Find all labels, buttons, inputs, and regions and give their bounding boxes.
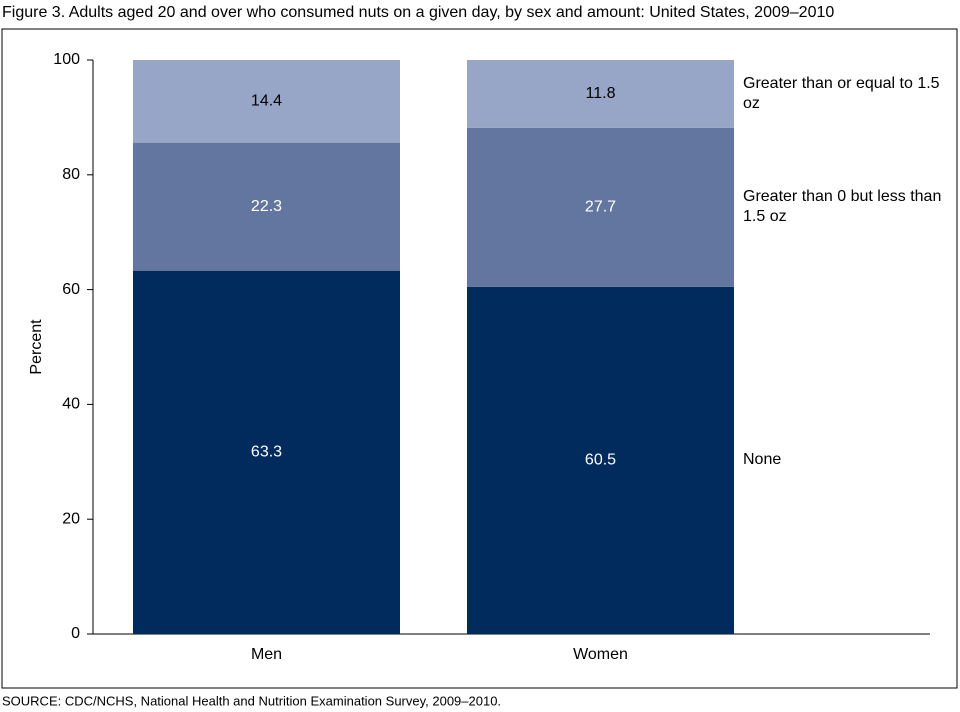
bar-segment [467,60,734,128]
y-tick-label: 40 [62,396,80,413]
y-tick-label: 80 [62,166,80,183]
legend-label: Greater than or equal to 1.5 oz [743,74,940,112]
source: SOURCE: CDC/NCHS, National Health and Nu… [2,693,501,708]
x-tick-label: Women [573,646,628,663]
y-tick-label: 0 [71,625,80,642]
value-label: 14.4 [251,93,282,110]
legend-label: None [743,451,782,469]
legend-label: Greater than 0 but less than 1.5 oz [743,188,942,226]
value-label: 63.3 [251,444,282,461]
value-label: 27.7 [585,198,616,215]
bar-segment [133,60,400,143]
value-label: 22.3 [251,198,282,215]
y-axis-label: Percent [28,319,45,375]
bar-segment [467,127,734,287]
chart-title: Figure 3. Adults aged 20 and over who co… [2,4,834,21]
bar-segment [133,270,400,634]
x-tick-label: Men [251,646,282,663]
y-tick-label: 60 [62,281,80,298]
frame [1,28,958,689]
value-label: 11.8 [586,85,616,102]
y-tick-label: 100 [53,51,80,68]
bar-segment [133,142,400,271]
bar-segment [467,286,734,634]
value-label: 60.5 [585,452,616,469]
y-tick-label: 20 [62,510,80,527]
